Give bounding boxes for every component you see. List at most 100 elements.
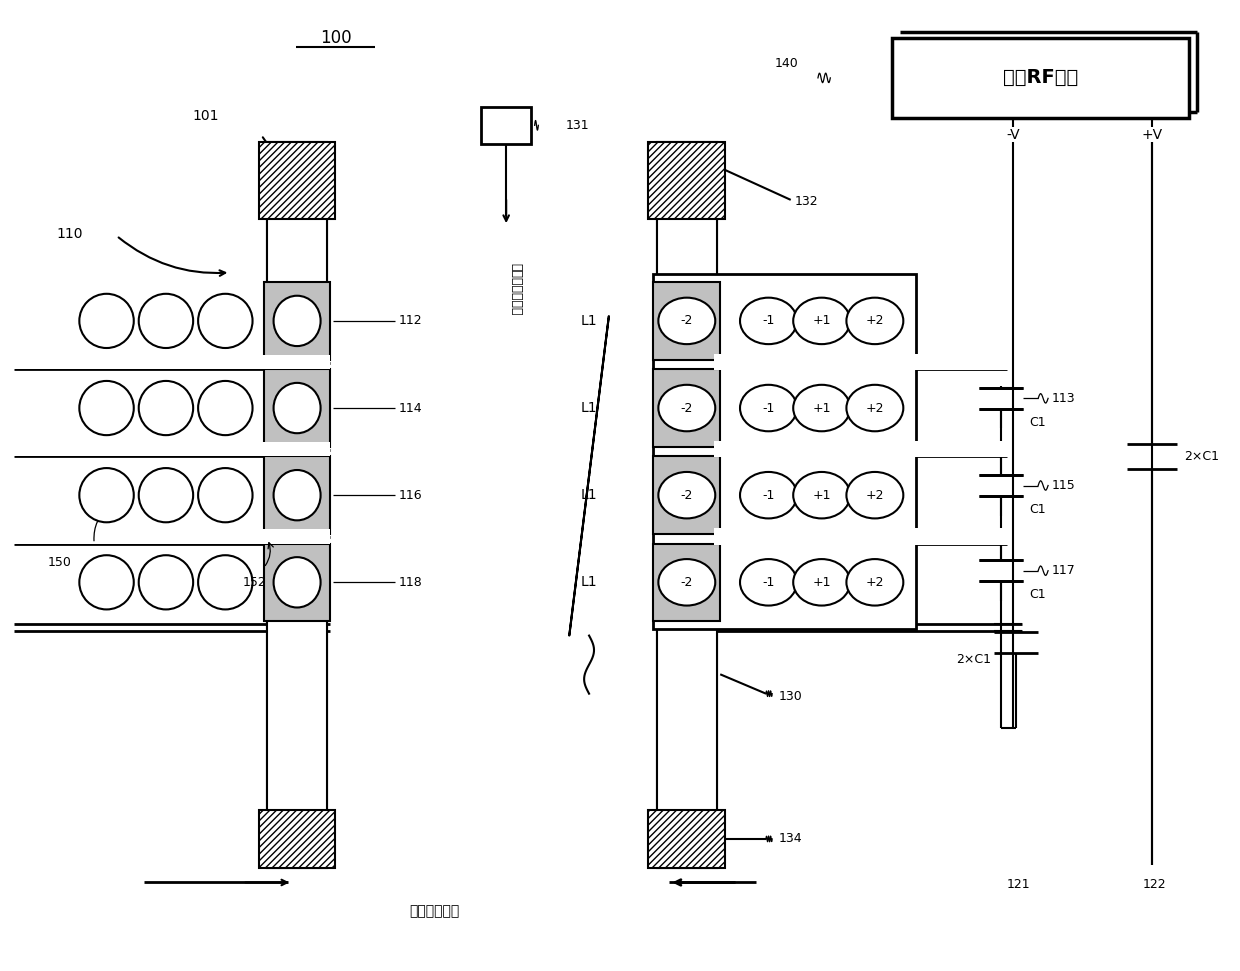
Text: 115: 115 (1052, 479, 1075, 492)
Text: 134: 134 (779, 832, 802, 846)
Ellipse shape (740, 385, 797, 431)
Text: 132: 132 (795, 195, 818, 209)
Ellipse shape (794, 385, 851, 431)
Bar (481, 107, 531, 144)
Ellipse shape (658, 298, 715, 344)
Text: 117: 117 (1052, 564, 1075, 577)
Text: +2: +2 (866, 576, 884, 588)
Ellipse shape (274, 557, 321, 608)
Bar (264, 369, 331, 447)
Ellipse shape (658, 472, 715, 519)
Text: 152: 152 (243, 576, 267, 588)
Text: -2: -2 (681, 576, 693, 588)
Text: +2: +2 (866, 402, 884, 415)
Ellipse shape (139, 294, 193, 348)
Bar (14, 529, 331, 544)
Text: 101: 101 (192, 109, 218, 122)
Ellipse shape (79, 555, 134, 610)
Text: 2×C1: 2×C1 (1184, 450, 1219, 463)
Ellipse shape (274, 383, 321, 433)
Ellipse shape (79, 381, 134, 435)
Text: 变频RF电源: 变频RF电源 (1003, 68, 1079, 87)
Ellipse shape (139, 468, 193, 522)
Text: 140: 140 (775, 57, 799, 70)
Ellipse shape (139, 555, 193, 610)
Text: C1: C1 (1029, 416, 1047, 429)
Bar (653, 283, 720, 359)
Bar (653, 544, 720, 621)
Text: -2: -2 (681, 402, 693, 415)
Bar (714, 441, 1009, 457)
Text: 第二处理气体: 第二处理气体 (409, 905, 460, 919)
Bar (653, 369, 720, 447)
Text: -1: -1 (763, 576, 775, 588)
Ellipse shape (198, 555, 253, 610)
Text: +V: +V (1142, 128, 1163, 142)
Ellipse shape (740, 559, 797, 606)
Text: 131: 131 (565, 118, 589, 132)
Text: -1: -1 (763, 402, 775, 415)
Text: 150: 150 (47, 556, 72, 569)
Text: L1: L1 (580, 314, 598, 328)
Text: +1: +1 (812, 576, 831, 588)
Bar (653, 275, 915, 629)
Ellipse shape (274, 296, 321, 346)
Bar (893, 38, 1189, 117)
Text: +1: +1 (812, 315, 831, 327)
Ellipse shape (740, 472, 797, 519)
Text: 第一次处理气体: 第一次处理气体 (510, 263, 522, 316)
Bar (14, 442, 331, 456)
Bar (657, 142, 717, 868)
Text: 118: 118 (398, 576, 423, 588)
Bar (264, 283, 331, 359)
Text: C1: C1 (1029, 588, 1047, 601)
Text: 130: 130 (779, 690, 802, 703)
Text: 110: 110 (56, 227, 83, 241)
Text: 2×C1: 2×C1 (956, 653, 991, 666)
Text: -1: -1 (763, 315, 775, 327)
Bar (653, 456, 720, 534)
Text: -V: -V (1007, 128, 1021, 142)
Text: -1: -1 (763, 488, 775, 502)
Ellipse shape (198, 381, 253, 435)
Ellipse shape (847, 298, 903, 344)
Ellipse shape (198, 468, 253, 522)
Text: 122: 122 (1143, 878, 1167, 891)
Bar (264, 456, 331, 534)
Text: -2: -2 (681, 488, 693, 502)
Text: L1: L1 (580, 401, 598, 415)
Bar (714, 528, 1009, 545)
Ellipse shape (79, 294, 134, 348)
Text: +2: +2 (866, 488, 884, 502)
Bar (259, 142, 336, 219)
Text: 100: 100 (320, 29, 351, 48)
Ellipse shape (794, 472, 851, 519)
Text: -2: -2 (681, 315, 693, 327)
Text: 113: 113 (1052, 392, 1075, 405)
Text: +2: +2 (866, 315, 884, 327)
Text: L1: L1 (580, 576, 598, 589)
Ellipse shape (198, 294, 253, 348)
Bar (714, 353, 1009, 370)
Bar (268, 142, 327, 868)
Text: +1: +1 (812, 402, 831, 415)
Bar (264, 544, 331, 621)
Bar (14, 354, 331, 369)
Ellipse shape (847, 385, 903, 431)
Bar (649, 810, 725, 868)
Ellipse shape (847, 559, 903, 606)
Bar (259, 810, 336, 868)
Text: 121: 121 (1007, 878, 1030, 891)
Ellipse shape (847, 472, 903, 519)
Text: 112: 112 (398, 315, 422, 327)
Text: L1: L1 (580, 488, 598, 502)
Ellipse shape (658, 559, 715, 606)
Ellipse shape (658, 385, 715, 431)
Text: 114: 114 (398, 402, 422, 415)
Ellipse shape (139, 381, 193, 435)
Ellipse shape (79, 468, 134, 522)
Text: C1: C1 (1029, 503, 1047, 517)
Ellipse shape (794, 298, 851, 344)
Ellipse shape (274, 470, 321, 520)
Bar (649, 142, 725, 219)
